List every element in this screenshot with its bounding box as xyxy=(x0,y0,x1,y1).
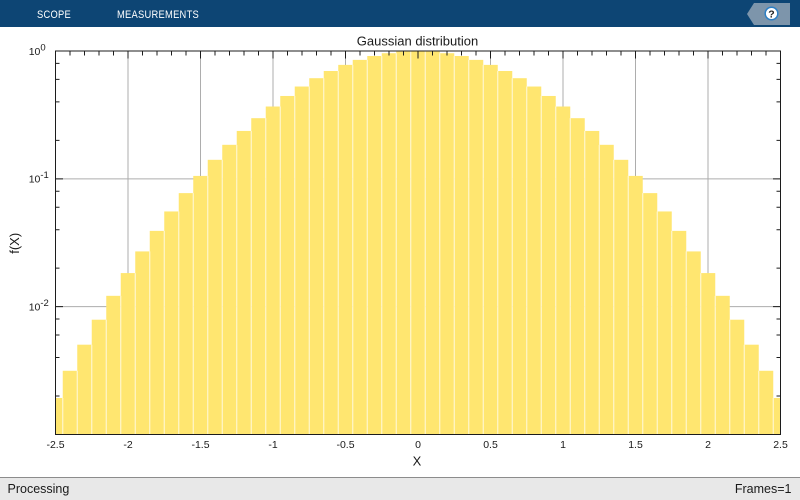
svg-text:X: X xyxy=(413,454,422,469)
svg-text:2: 2 xyxy=(705,439,711,451)
svg-text:-2: -2 xyxy=(123,439,132,451)
svg-text:1: 1 xyxy=(560,439,566,451)
svg-text:?: ? xyxy=(768,9,774,21)
svg-text:Gaussian distribution: Gaussian distribution xyxy=(357,33,478,48)
svg-text:10-2: 10-2 xyxy=(29,298,49,314)
svg-text:0: 0 xyxy=(415,439,421,451)
svg-text:0.5: 0.5 xyxy=(483,439,498,451)
svg-text:2.5: 2.5 xyxy=(773,439,788,451)
svg-text:-2.5: -2.5 xyxy=(46,439,64,451)
svg-text:10-1: 10-1 xyxy=(29,170,49,186)
svg-text:-1.5: -1.5 xyxy=(191,439,209,451)
svg-text:100: 100 xyxy=(29,42,46,58)
svg-text:-0.5: -0.5 xyxy=(336,439,354,451)
svg-text:1.5: 1.5 xyxy=(628,439,643,451)
svg-text:f(X): f(X) xyxy=(7,233,22,254)
svg-text:-1: -1 xyxy=(268,439,277,451)
